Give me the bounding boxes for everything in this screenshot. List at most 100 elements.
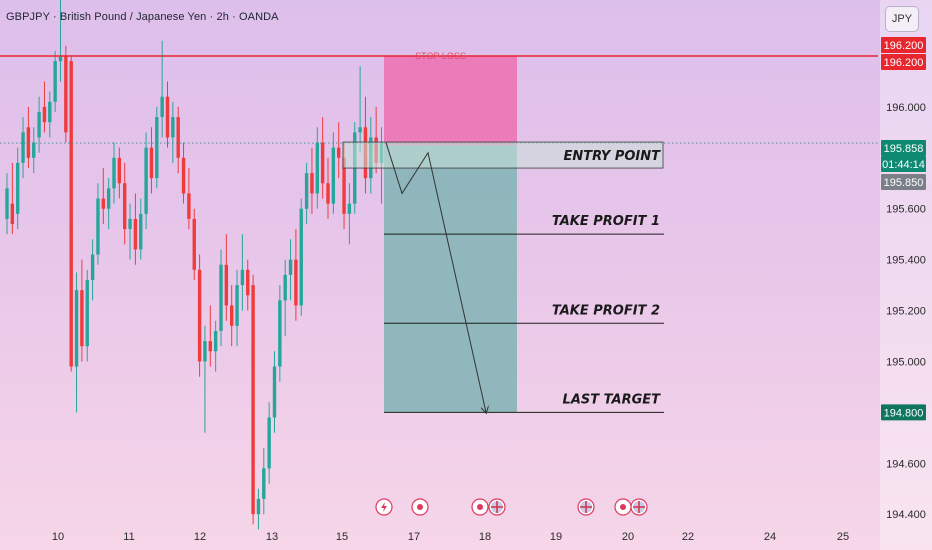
candle-body[interactable] [5,188,9,219]
candle-body[interactable] [160,96,164,118]
target-event-icon[interactable] [411,498,429,516]
current-price-tag [881,140,926,156]
candle-body[interactable] [326,183,330,204]
candle-body[interactable] [112,157,116,189]
candle-body[interactable] [342,157,346,214]
candle-body[interactable] [90,254,95,280]
candle-body[interactable] [230,305,234,326]
candle-body[interactable] [192,218,196,270]
current-price-tag-text: 195.858 [884,143,924,155]
candle-body[interactable] [48,101,52,123]
target-event-icon[interactable] [614,498,632,516]
price-tick-label: 194.400 [886,509,926,521]
price-tick-label: 195.400 [886,255,926,267]
candle-body[interactable] [251,285,255,515]
candle-body[interactable] [139,213,143,250]
uk-flag-event-icon[interactable] [630,498,648,516]
candle-body[interactable] [144,147,148,214]
price-tick-label: 195.200 [886,306,926,318]
candle-body[interactable] [267,417,271,469]
candle-body[interactable] [262,468,266,499]
candle-body[interactable] [358,127,362,133]
currency-button[interactable]: JPY [885,6,919,32]
time-tick-label: 19 [550,531,562,543]
candle-body[interactable] [128,218,132,230]
candle-body[interactable] [123,183,127,230]
candle-body[interactable] [208,341,212,352]
candle-body[interactable] [187,193,191,219]
candle-body[interactable] [294,259,298,306]
candle-body[interactable] [304,173,309,209]
candle-body[interactable] [320,142,325,184]
candle-body[interactable] [53,61,57,102]
time-tick-label: 24 [764,531,776,543]
target-event-icon[interactable] [471,498,489,516]
candle-body[interactable] [181,157,186,194]
projection-arrow-path [385,142,486,413]
candle-body[interactable] [288,259,293,275]
candle-body[interactable] [117,157,122,184]
price-axis-background [880,0,932,550]
price-axis[interactable]: 196.000 195.600 195.400 195.200 195.000 194.6… [880,0,932,550]
candle-body[interactable] [101,198,105,209]
candle-body[interactable] [21,132,25,163]
candle-body[interactable] [310,173,314,194]
economic-events-row[interactable] [375,498,648,516]
entry-price-tag [881,174,926,190]
candle-body[interactable] [133,218,138,250]
uk-flag-event-icon[interactable] [577,498,595,516]
candle-body[interactable] [197,269,202,362]
entry-zone-box[interactable] [342,141,664,169]
candle-body[interactable] [299,208,303,306]
profit-target-zone [384,145,517,413]
candle-body[interactable] [74,290,79,367]
candle-body[interactable] [85,280,89,347]
candle-body[interactable] [165,96,170,138]
candle-body[interactable] [171,117,175,138]
candle-body[interactable] [32,142,36,158]
candle-body[interactable] [272,366,277,418]
candle-body[interactable] [58,56,63,62]
candle-body[interactable] [26,127,31,158]
candle-body[interactable] [315,142,319,194]
candle-body[interactable] [42,106,47,123]
candle-body[interactable] [106,188,111,209]
candle-body[interactable] [149,147,154,179]
time-axis[interactable]: 10 11 12 13 15 17 18 19 20 22 24 25 [52,531,849,543]
candle-body[interactable] [10,203,15,224]
candle-body[interactable] [337,147,341,158]
candle-body[interactable] [235,285,239,326]
candle-body[interactable] [283,274,287,301]
candle-body[interactable] [176,117,180,158]
candle-body[interactable] [37,112,41,138]
time-tick-label: 15 [336,531,348,543]
candle-body[interactable] [224,264,229,306]
target-dot [417,504,423,510]
symbol-title: GBPJPY · British Pound / Japanese Yen · … [6,11,279,23]
candle-body[interactable] [219,264,223,331]
last-target-price-tag-text: 194.800 [884,407,924,419]
candle-body[interactable] [331,147,336,204]
candle-body[interactable] [155,117,159,179]
uk-flag-event-icon[interactable] [488,498,506,516]
candle-body[interactable] [240,269,245,286]
candle-body[interactable] [347,203,352,214]
candle-body[interactable] [213,330,218,352]
last-target-price-tag [881,404,926,421]
candle-body[interactable] [256,498,261,515]
candle-body[interactable] [203,341,207,362]
candle-body[interactable] [246,269,250,296]
candle-body[interactable] [64,56,68,133]
bar-countdown-tag [881,156,926,172]
time-tick-label: 11 [123,531,134,543]
stop-loss-price-tag-text: 196.200 [884,57,924,69]
candle-body[interactable] [80,290,84,347]
candle-body[interactable] [16,162,20,214]
lightning-glyph [381,502,387,512]
candle-body[interactable] [96,198,100,255]
candle-body[interactable] [278,300,282,367]
candle-body[interactable] [69,61,73,367]
time-tick-label: 12 [194,531,206,543]
lightning-event-icon[interactable] [375,498,393,516]
